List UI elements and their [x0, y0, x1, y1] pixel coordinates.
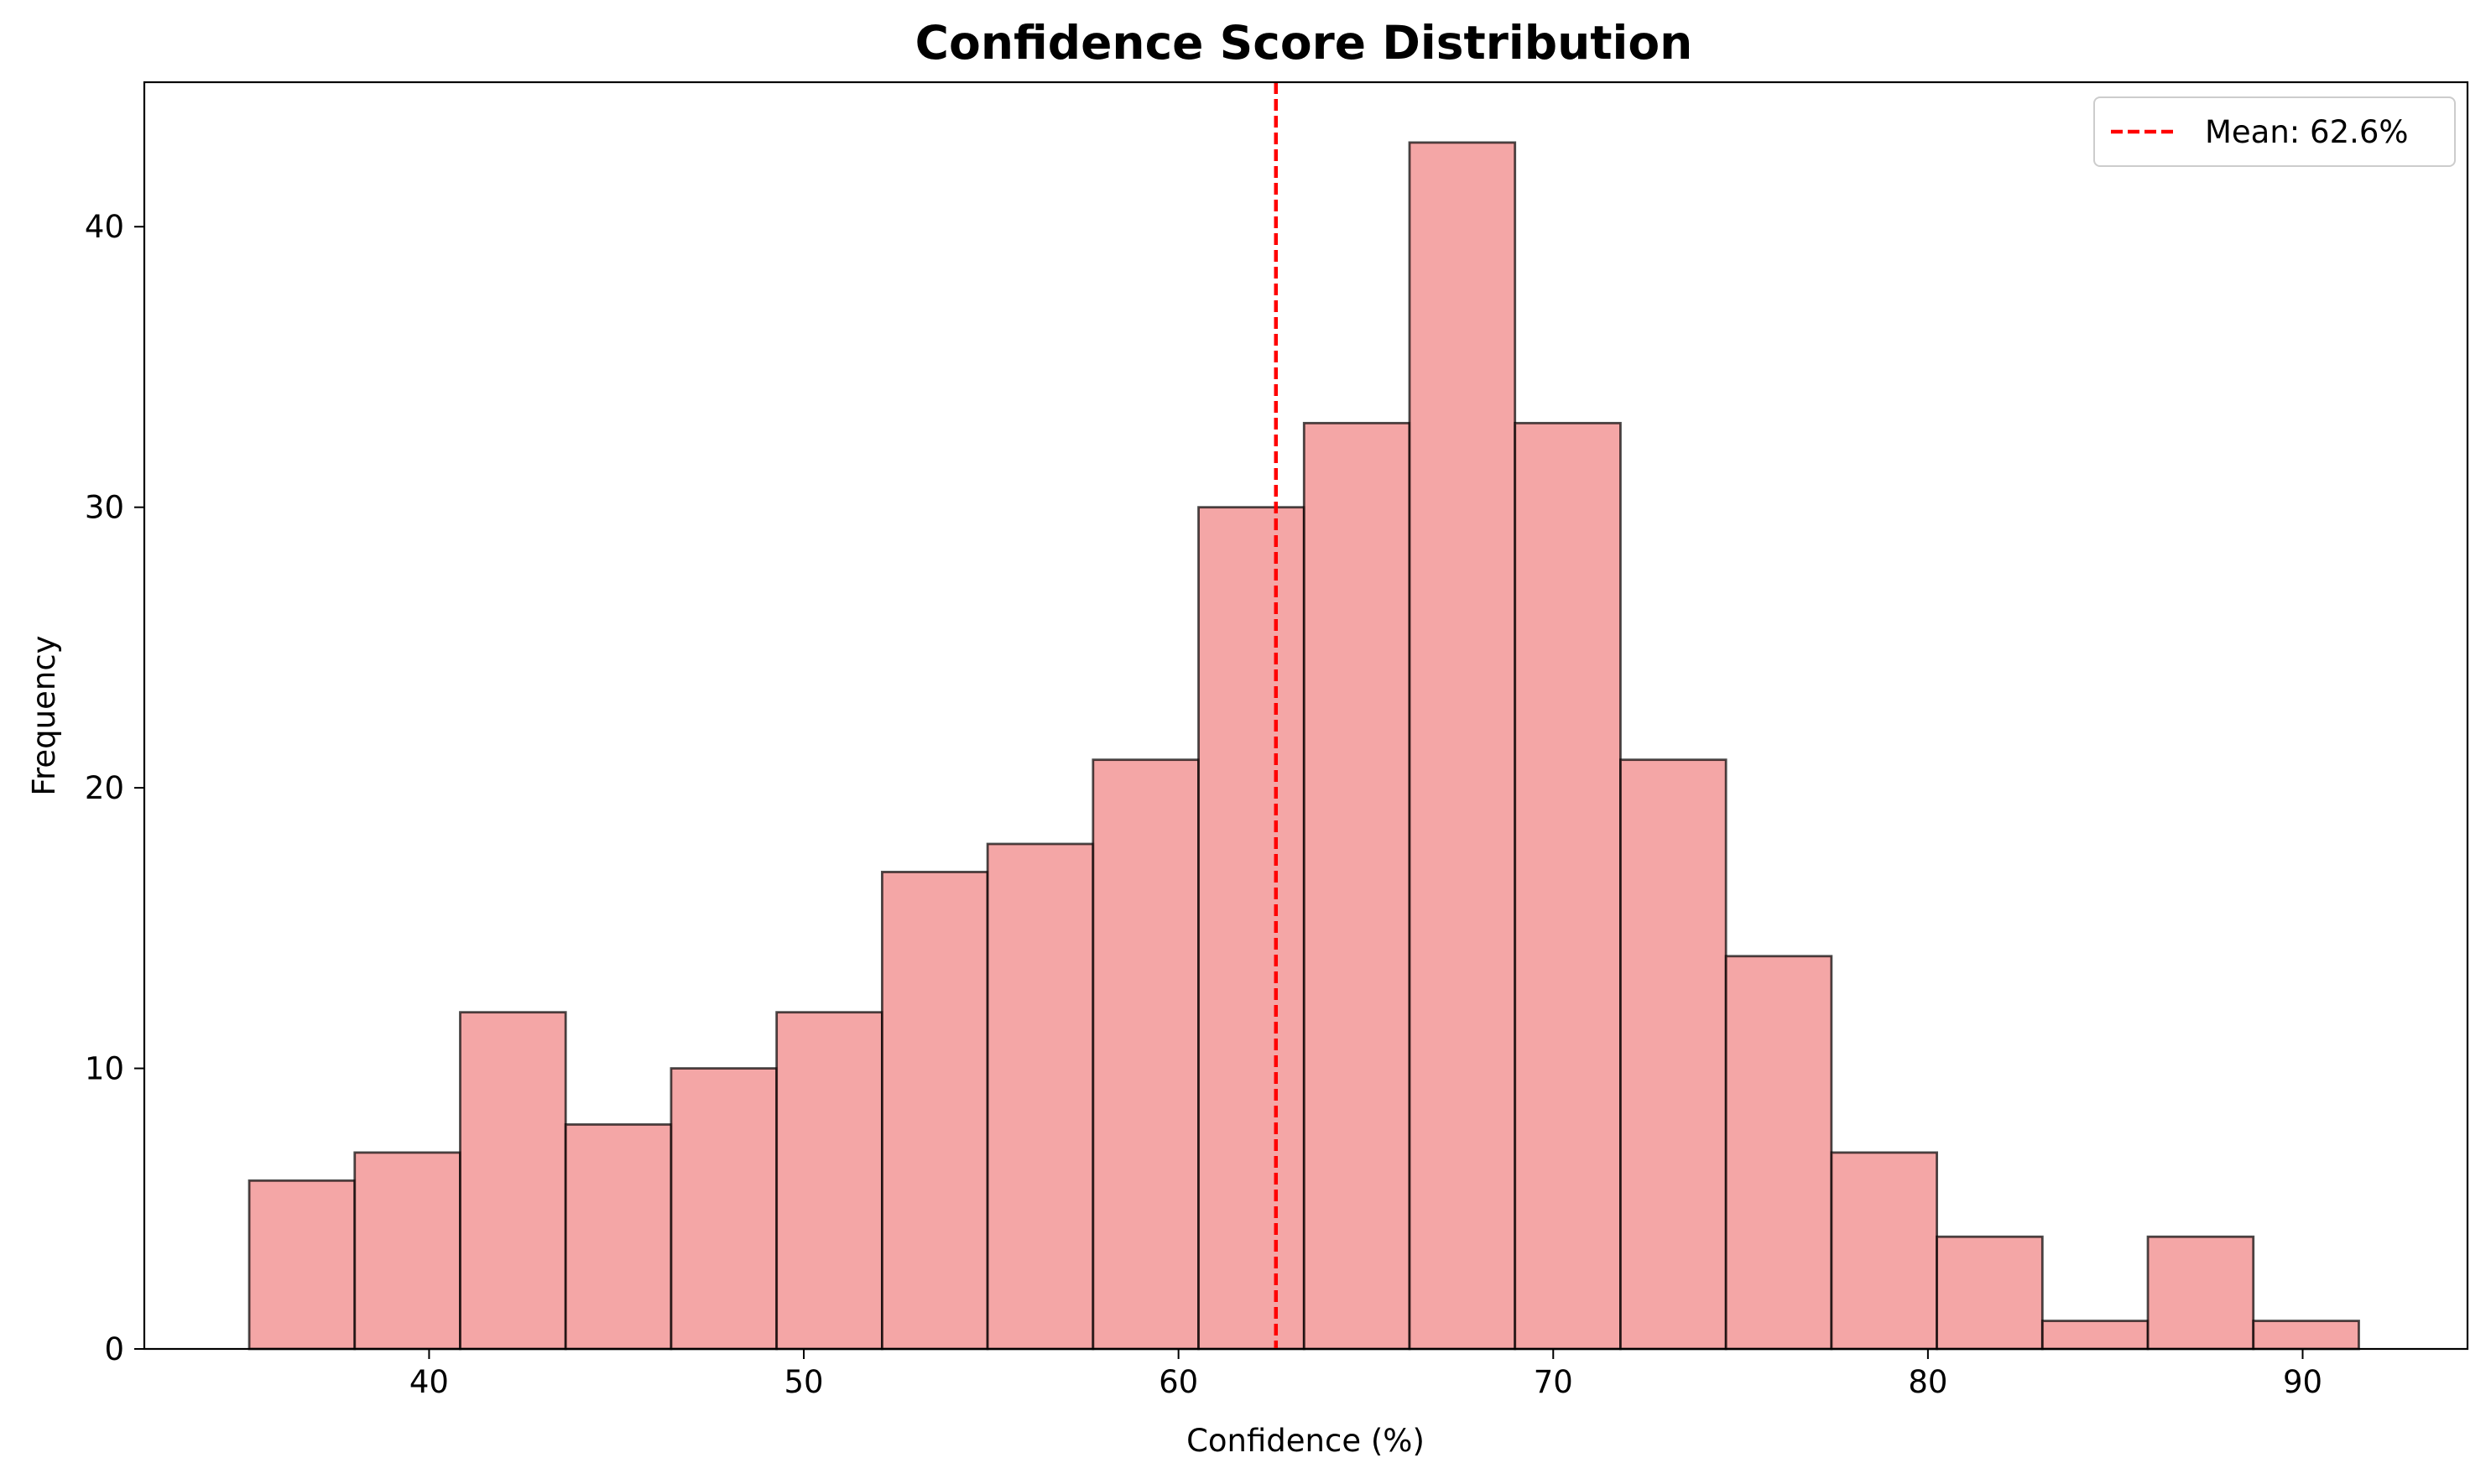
histogram-bar: [2146, 1235, 2255, 1351]
histogram-bar: [1197, 506, 1305, 1351]
x-tick-label: 80: [1908, 1364, 1947, 1400]
histogram-bar: [2252, 1320, 2360, 1351]
x-tick-label: 90: [2283, 1364, 2322, 1400]
histogram-bar: [880, 871, 989, 1351]
histogram-bar: [1936, 1235, 2044, 1351]
x-axis-ticks: 40 50 60 70 80 90: [409, 1349, 2322, 1400]
histogram-bar: [670, 1067, 779, 1351]
y-tick-label: 0: [104, 1331, 124, 1367]
histogram-bar: [459, 1011, 567, 1351]
x-tick-label: 40: [409, 1364, 449, 1400]
legend: Mean: 62.6%: [2093, 96, 2456, 167]
chart-title: Confidence Score Distribution: [915, 16, 1693, 70]
y-axis-ticks: 0 10 20 30 40: [85, 209, 144, 1367]
y-tick-label: 30: [85, 490, 124, 526]
bars-layer: [248, 141, 2360, 1351]
histogram-bar: [1092, 758, 1200, 1351]
y-tick-label: 40: [85, 209, 124, 245]
histogram-bar: [1619, 758, 1728, 1351]
legend-mean-label: Mean: 62.6%: [2205, 114, 2409, 150]
histogram-bar: [1830, 1151, 1938, 1351]
legend-box: [2093, 96, 2456, 167]
y-tick-label: 10: [85, 1051, 124, 1087]
histogram-bar: [248, 1179, 357, 1351]
histogram-bar: [2040, 1320, 2150, 1351]
y-axis-label: Frequency: [26, 635, 62, 795]
histogram-bar: [353, 1151, 461, 1351]
x-tick-label: 50: [784, 1364, 823, 1400]
x-tick-label: 70: [1534, 1364, 1573, 1400]
histogram-bar: [1302, 421, 1411, 1351]
histogram-bar: [1514, 421, 1622, 1351]
histogram-bar: [1408, 141, 1517, 1351]
histogram-bar: [986, 842, 1095, 1351]
histogram-bar: [775, 1011, 883, 1351]
histogram-bar: [1724, 955, 1833, 1351]
plot-area-frame: [143, 81, 2469, 1351]
x-axis-label: Confidence (%): [1186, 1423, 1425, 1459]
x-tick-label: 60: [1159, 1364, 1198, 1400]
y-tick-label: 20: [85, 770, 124, 806]
histogram-bar: [564, 1123, 673, 1351]
